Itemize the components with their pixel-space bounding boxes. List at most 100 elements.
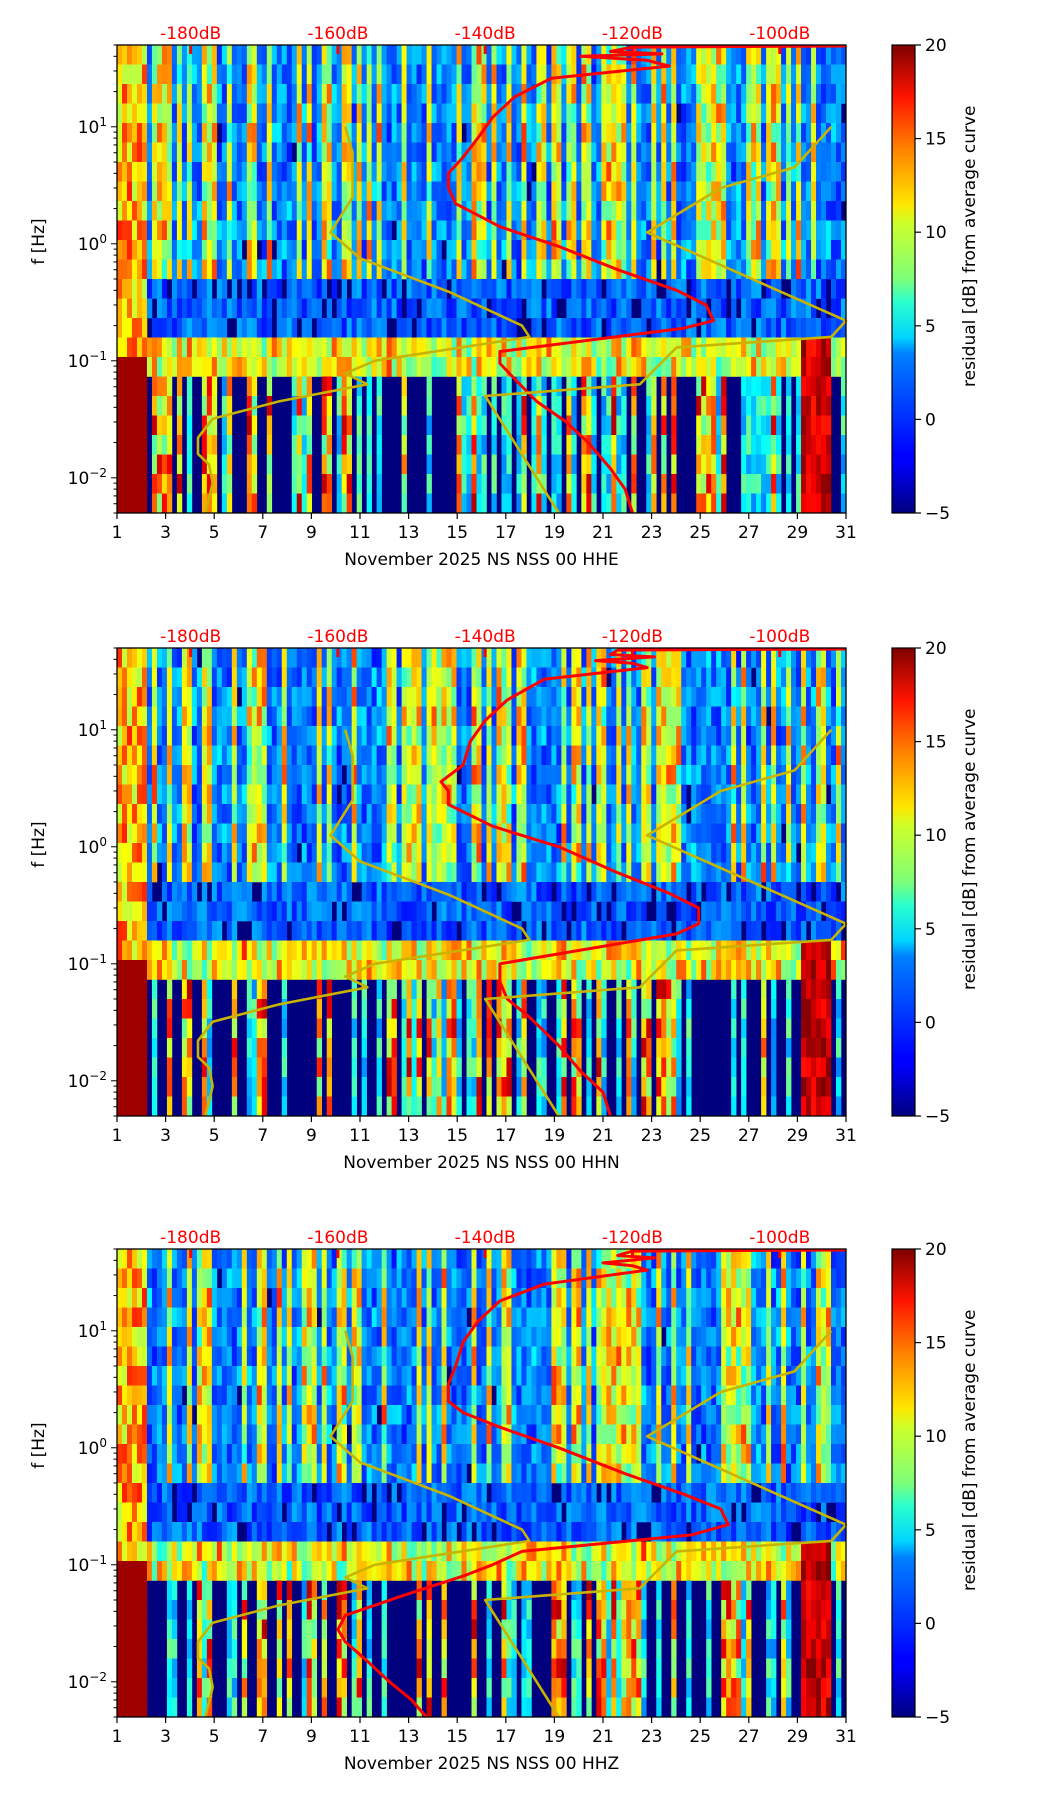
heatmap-cell [531, 396, 537, 416]
heatmap-cell [381, 667, 387, 688]
heatmap-cell [331, 142, 337, 163]
heatmap-cell [756, 318, 762, 338]
heatmap-cell [561, 862, 567, 883]
heatmap-cell [711, 435, 717, 455]
heatmap-cell [311, 862, 318, 883]
heatmap-cell [556, 103, 562, 124]
heatmap-cell [736, 240, 742, 260]
heatmap-cell [681, 279, 687, 299]
heatmap-cell [826, 454, 832, 475]
heatmap-cell [436, 804, 442, 824]
heatmap-cell [336, 843, 342, 863]
heatmap-cell [151, 1096, 158, 1117]
heatmap-cell [591, 474, 597, 494]
heatmap-cell [571, 745, 577, 766]
heatmap-cell [236, 45, 243, 65]
heatmap-cell [711, 357, 717, 377]
heatmap-cell [816, 142, 822, 163]
heatmap-cell [206, 1077, 213, 1097]
heatmap-cell [336, 259, 342, 280]
heatmap-cell [456, 1038, 462, 1058]
heatmap-cell [596, 259, 602, 280]
heatmap-cell [461, 687, 467, 707]
heatmap-cell [196, 123, 203, 143]
heatmap-cell [586, 142, 592, 163]
heatmap-cell [131, 999, 138, 1019]
heatmap-cell [426, 201, 432, 221]
heatmap-cell [236, 765, 243, 785]
heatmap-cell [541, 454, 547, 475]
heatmap-cell [786, 376, 792, 397]
heatmap-cell [536, 493, 542, 514]
heatmap-cell [216, 279, 223, 299]
heatmap-cell [331, 823, 337, 844]
heatmap-cell [516, 220, 522, 241]
heatmap-cell [421, 45, 427, 65]
heatmap-cell [766, 240, 772, 260]
heatmap-cell [841, 396, 847, 416]
heatmap-cell [156, 318, 163, 338]
db-tick-label: -180dB [160, 24, 221, 44]
heatmap-cell [476, 862, 482, 883]
heatmap-cell [566, 706, 572, 727]
heatmap-cell [516, 1057, 522, 1078]
heatmap-cell [311, 357, 318, 377]
heatmap-cell [811, 142, 817, 163]
heatmap-cell [386, 979, 392, 1000]
heatmap-cell [206, 415, 213, 436]
heatmap-cell [206, 979, 213, 1000]
heatmap-cell [471, 1018, 477, 1039]
heatmap-cell [446, 823, 452, 844]
heatmap-cell [451, 706, 457, 727]
heatmap-cell [171, 784, 178, 805]
heatmap-cell [551, 415, 557, 436]
heatmap-cell [491, 843, 497, 863]
heatmap-cell [506, 357, 512, 377]
heatmap-cell [566, 318, 572, 338]
heatmap-cell [766, 181, 772, 202]
heatmap-cell [671, 298, 677, 319]
heatmap-cell [221, 376, 228, 397]
heatmap-cell [756, 103, 762, 124]
heatmap-cell [316, 220, 323, 241]
heatmap-cell [726, 45, 732, 65]
heatmap-cell [806, 357, 812, 377]
heatmap-cell [346, 901, 352, 922]
heatmap-cell [191, 84, 198, 104]
heatmap-cell [831, 298, 837, 319]
heatmap-cell [191, 142, 198, 163]
heatmap-cell [306, 318, 313, 338]
heatmap-cell [126, 726, 133, 746]
heatmap-cell [571, 396, 577, 416]
heatmap-cell [536, 940, 542, 961]
heatmap-cell [196, 103, 203, 124]
heatmap-cell [151, 396, 158, 416]
heatmap-cell [671, 259, 677, 280]
heatmap-cell [621, 357, 627, 377]
heatmap-cell [556, 921, 562, 941]
heatmap-cell [471, 979, 477, 1000]
heatmap-cell [156, 726, 163, 746]
heatmap-cell [516, 706, 522, 727]
heatmap-cell [681, 162, 687, 182]
heatmap-cell [231, 64, 238, 85]
heatmap-cell [726, 123, 732, 143]
heatmap-cell [446, 240, 452, 260]
heatmap-cell [511, 648, 517, 668]
heatmap-cell [236, 823, 243, 844]
heatmap-cell [536, 648, 542, 668]
heatmap-cell [496, 745, 502, 766]
heatmap-cell [206, 318, 213, 338]
heatmap-cell [596, 240, 602, 260]
heatmap-cell [251, 84, 258, 104]
heatmap-cell [126, 1096, 133, 1117]
heatmap-cell [246, 64, 253, 85]
heatmap-cell [796, 240, 802, 260]
heatmap-cell [771, 376, 777, 397]
heatmap-cell [231, 921, 238, 941]
heatmap-cell [141, 181, 148, 202]
heatmap-cell [341, 823, 347, 844]
heatmap-cell [341, 337, 347, 358]
heatmap-cell [526, 823, 532, 844]
heatmap-cell [611, 201, 617, 221]
